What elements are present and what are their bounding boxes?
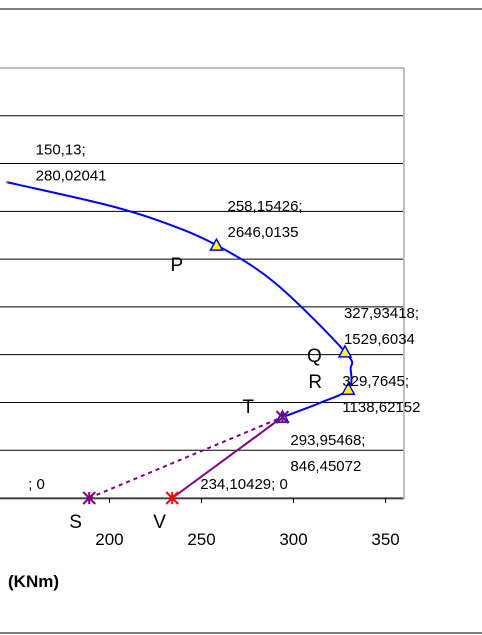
- point-letter: S: [69, 512, 82, 533]
- point-letter: V: [153, 512, 166, 533]
- x-tick-label: 250: [187, 530, 215, 549]
- series-line-solid-segment: [171, 416, 284, 499]
- series-line-dashed-segment: [88, 416, 283, 499]
- data-label: 280,02041: [36, 168, 107, 185]
- data-label: 258,15426;: [228, 198, 303, 215]
- data-label: 150,13;: [36, 142, 86, 159]
- data-label: 327,93418;: [344, 305, 419, 322]
- data-label: 1138,62152: [342, 399, 420, 416]
- data-label: 234,10429; 0: [200, 476, 288, 493]
- point-letter: R: [308, 372, 322, 393]
- series-line-curve: [6, 181, 354, 419]
- data-label: ; 0: [28, 476, 45, 493]
- data-labels: 150,13; 280,02041 258,15426; 2646,0135 327,9…: [28, 142, 420, 493]
- point-letter: P: [171, 255, 184, 276]
- gridlines: [0, 115, 403, 451]
- data-label: 2646,0135: [228, 224, 299, 241]
- triangle-marker: [209, 237, 224, 251]
- star-marker: [165, 491, 179, 505]
- data-label: 846,45072: [290, 458, 361, 475]
- point-letter: Q: [307, 346, 322, 367]
- data-label: 1529,6034: [344, 331, 415, 348]
- triangle-marker: [341, 381, 356, 395]
- x-tick-label: 300: [279, 530, 307, 549]
- point-letter: T: [242, 397, 254, 418]
- point-markers: [82, 237, 356, 505]
- data-label: 329,7645;: [342, 373, 409, 390]
- star-marker: [275, 410, 290, 424]
- x-tick-label: 200: [95, 530, 123, 549]
- x-tick-label: 350: [371, 530, 399, 549]
- triangle-marker: [337, 344, 353, 358]
- x-axis-label: (KNm): [8, 572, 59, 591]
- data-label: 293,95468;: [290, 432, 365, 449]
- x-axis-ticks: 200 250 300 350: [95, 498, 400, 549]
- point-letters: P QR T S V: [69, 255, 322, 533]
- star-marker: [82, 491, 96, 505]
